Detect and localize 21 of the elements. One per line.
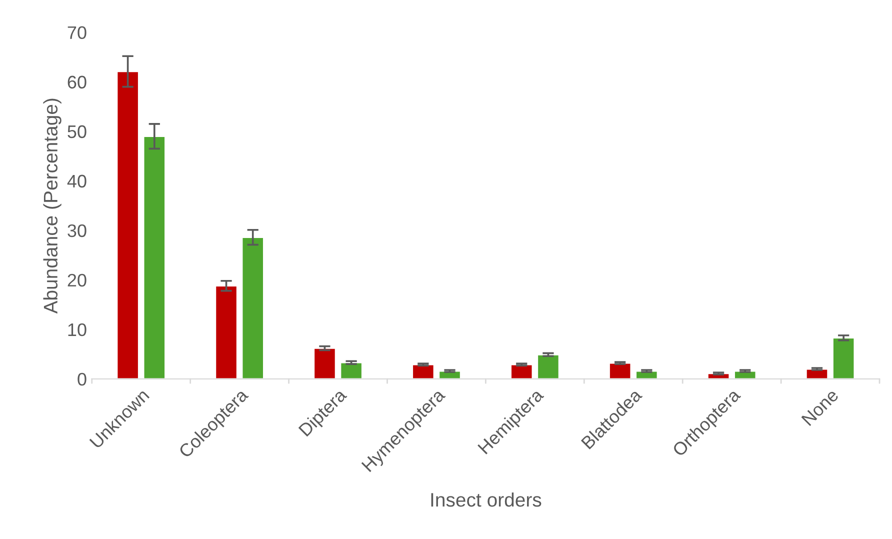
bar (510, 364, 534, 379)
y-tick-label: 40 (67, 174, 86, 188)
x-axis-title: Insect orders (431, 492, 542, 507)
bar (340, 362, 363, 379)
y-tick-label: 30 (68, 224, 86, 238)
y-tick-label: 0 (78, 372, 86, 386)
y-tick-label: 70 (68, 26, 86, 40)
y-tick-label: 20 (68, 274, 86, 287)
bar (142, 136, 166, 379)
y-axis-title: Abundance (Percentage) (43, 98, 62, 314)
bar (313, 348, 336, 379)
bar (536, 354, 560, 379)
bar (832, 337, 856, 379)
bar (608, 362, 632, 379)
bar (241, 236, 264, 379)
bar (214, 285, 238, 379)
y-tick-label: 60 (68, 76, 86, 89)
y-tick-label: 10 (68, 323, 86, 336)
y-tick-label: 50 (68, 125, 86, 138)
bar (116, 70, 140, 379)
bar (412, 364, 435, 379)
